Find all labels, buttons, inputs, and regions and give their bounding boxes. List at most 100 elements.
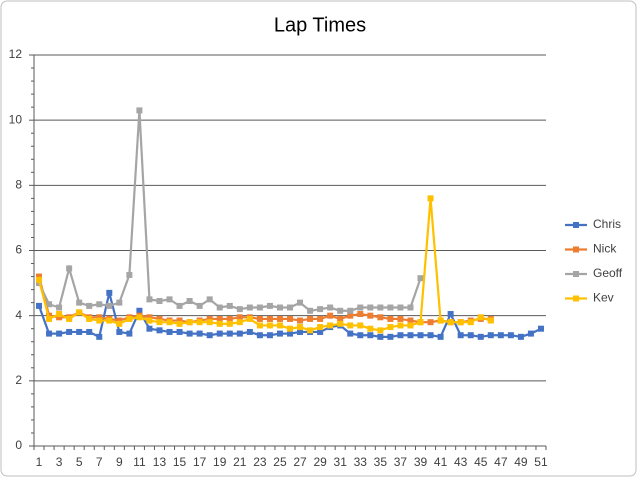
data-point: [206, 315, 213, 322]
data-point: [236, 306, 243, 313]
x-tick-label: 1: [36, 455, 43, 469]
y-tick-label: 10: [9, 112, 23, 126]
data-point: [226, 315, 233, 322]
data-point: [106, 302, 113, 309]
data-point: [417, 332, 424, 339]
data-point: [337, 307, 344, 314]
data-point: [176, 317, 183, 324]
x-tick-label: 41: [434, 455, 448, 469]
data-point: [297, 328, 304, 335]
data-point: [407, 317, 414, 324]
data-point: [367, 312, 374, 319]
data-point: [136, 314, 143, 321]
data-point: [206, 319, 213, 326]
data-point: [206, 296, 213, 303]
data-point: [46, 301, 53, 308]
data-point: [447, 311, 454, 318]
data-point: [176, 328, 183, 335]
data-point: [387, 324, 394, 331]
data-point: [317, 306, 324, 313]
data-point: [96, 314, 103, 321]
data-point: [457, 319, 464, 326]
data-point: [96, 317, 103, 324]
data-point: [357, 322, 364, 329]
y-tick-label: 8: [15, 178, 22, 192]
data-point: [66, 265, 73, 272]
legend-swatch: [573, 246, 579, 253]
data-point: [126, 271, 133, 278]
x-tick-label: 33: [354, 455, 368, 469]
data-point: [116, 299, 123, 306]
data-point: [126, 315, 133, 322]
data-point: [186, 330, 193, 337]
data-point: [256, 304, 263, 311]
data-point: [377, 327, 384, 334]
data-point: [76, 328, 83, 335]
x-tick-label: 5: [76, 455, 83, 469]
data-point: [287, 325, 293, 332]
data-point: [437, 317, 444, 324]
data-point: [297, 299, 304, 306]
data-point: [136, 307, 143, 314]
data-point: [166, 319, 173, 326]
data-point: [226, 320, 233, 327]
data-point: [417, 275, 424, 282]
data-point: [96, 301, 103, 308]
data-point: [36, 302, 43, 309]
legend-label: Geoff: [593, 266, 623, 280]
data-point: [337, 315, 344, 322]
data-point: [347, 322, 354, 329]
data-point: [377, 314, 384, 321]
data-point: [56, 314, 63, 321]
data-point: [276, 304, 283, 311]
data-point: [407, 332, 414, 339]
data-point: [477, 314, 484, 321]
data-point: [106, 317, 113, 324]
data-point: [176, 320, 183, 327]
data-point: [387, 304, 394, 311]
x-tick-label: 31: [334, 455, 348, 469]
data-point: [256, 332, 263, 339]
x-tick-label: 13: [153, 455, 167, 469]
data-point: [146, 296, 153, 303]
data-point: [76, 299, 83, 306]
data-point: [256, 315, 263, 322]
data-point: [497, 332, 504, 339]
data-point: [196, 302, 203, 309]
data-point: [307, 315, 314, 322]
legend-label: Kev: [593, 291, 614, 305]
data-point: [467, 332, 474, 339]
data-point: [527, 330, 534, 337]
x-tick-label: 19: [213, 455, 227, 469]
data-point: [166, 296, 173, 303]
data-point: [467, 319, 474, 326]
data-point: [427, 319, 434, 326]
x-tick-label: 25: [273, 455, 287, 469]
x-tick-label: 9: [116, 455, 123, 469]
data-point: [297, 317, 304, 324]
data-point: [216, 330, 223, 337]
data-point: [357, 311, 364, 318]
x-tick-label: 43: [454, 455, 468, 469]
data-point: [276, 315, 283, 322]
data-point: [347, 312, 354, 319]
x-tick-label: 21: [233, 455, 247, 469]
data-point: [46, 330, 53, 337]
x-tick-label: 27: [293, 455, 307, 469]
data-point: [347, 330, 354, 337]
data-point: [246, 304, 253, 311]
x-tick-label: 47: [494, 455, 508, 469]
data-point: [36, 273, 43, 280]
data-point: [487, 317, 494, 324]
legend-label: Chris: [593, 217, 621, 231]
series-line: [37, 276, 491, 324]
chart-title: Lap Times: [274, 14, 366, 36]
x-tick-label: 11: [133, 455, 146, 469]
x-tick-label: 3: [56, 455, 63, 469]
data-point: [297, 324, 304, 331]
data-point: [367, 332, 374, 339]
data-point: [397, 332, 404, 339]
data-point: [76, 309, 83, 316]
x-tick-label: 35: [374, 455, 388, 469]
